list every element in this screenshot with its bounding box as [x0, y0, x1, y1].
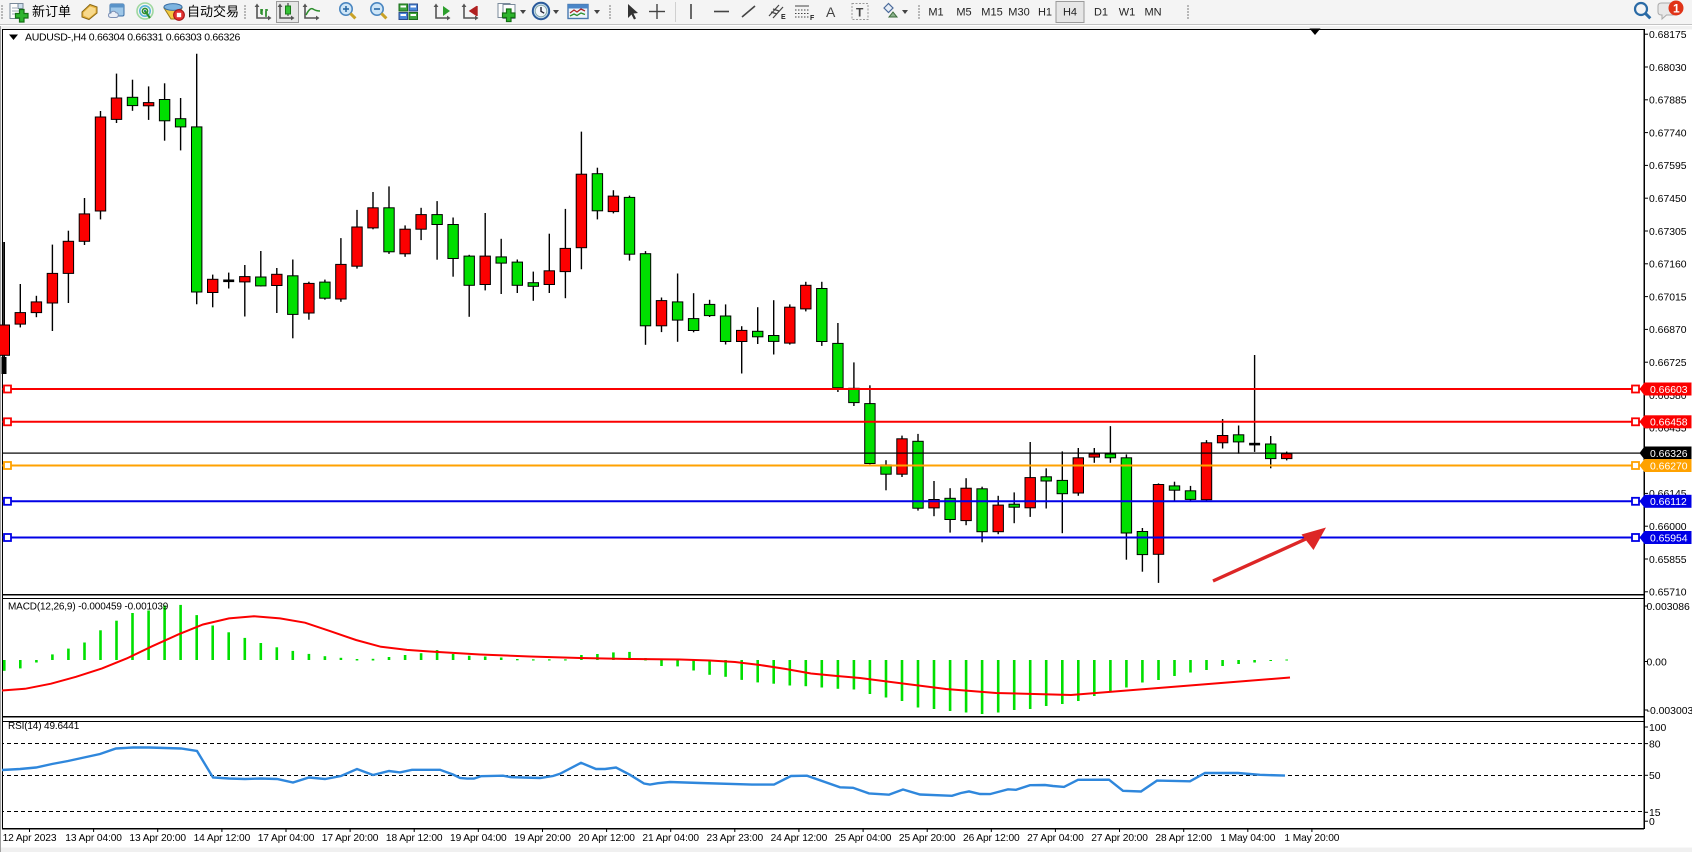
svg-text:MACD(12,26,9) -0.000459 -0.001: MACD(12,26,9) -0.000459 -0.001039 [8, 602, 169, 613]
svg-text:M15: M15 [981, 7, 1002, 19]
svg-text:13 Apr 04:00: 13 Apr 04:00 [65, 833, 122, 844]
svg-text:0.65954: 0.65954 [1650, 533, 1688, 544]
svg-text:H1: H1 [1038, 7, 1052, 19]
svg-text:12 Apr 2023: 12 Apr 2023 [3, 833, 57, 844]
svg-text:100: 100 [1649, 723, 1667, 734]
svg-text:18 Apr 12:00: 18 Apr 12:00 [386, 833, 443, 844]
svg-text:M30: M30 [1008, 7, 1029, 19]
svg-text:23 Apr 23:00: 23 Apr 23:00 [707, 833, 764, 844]
svg-text:0.67740: 0.67740 [1649, 128, 1687, 139]
svg-text:0.00: 0.00 [1647, 657, 1667, 668]
svg-text:0.66270: 0.66270 [1650, 461, 1688, 472]
svg-text:W1: W1 [1119, 7, 1136, 19]
svg-text:14 Apr 12:00: 14 Apr 12:00 [194, 833, 251, 844]
svg-text:1: 1 [1673, 2, 1680, 16]
svg-text:0.68175: 0.68175 [1649, 30, 1687, 41]
svg-text:0.67160: 0.67160 [1649, 260, 1687, 271]
svg-text:RSI(14) 49.6441: RSI(14) 49.6441 [8, 721, 80, 732]
svg-text:-0.003003: -0.003003 [1647, 706, 1692, 717]
svg-text:0.67015: 0.67015 [1649, 292, 1687, 303]
svg-text:28 Apr 12:00: 28 Apr 12:00 [1155, 833, 1212, 844]
svg-text:AUDUSD-,H4 0.66304 0.66331 0.: AUDUSD-,H4 0.66304 0.66331 0.66303 0.663… [25, 32, 241, 44]
svg-text:0.66870: 0.66870 [1649, 325, 1687, 336]
svg-text:1 May 20:00: 1 May 20:00 [1284, 833, 1339, 844]
svg-text:0.66145: 0.66145 [1649, 489, 1687, 500]
svg-text:26 Apr 12:00: 26 Apr 12:00 [963, 833, 1020, 844]
svg-text:F: F [810, 15, 815, 22]
svg-text:0.66458: 0.66458 [1650, 418, 1688, 429]
svg-text:0.66725: 0.66725 [1649, 358, 1687, 369]
svg-text:A: A [826, 4, 836, 20]
svg-text:25 Apr 20:00: 25 Apr 20:00 [899, 833, 956, 844]
svg-text:15: 15 [1649, 808, 1661, 819]
svg-text:19 Apr 20:00: 19 Apr 20:00 [514, 833, 571, 844]
svg-text:25 Apr 04:00: 25 Apr 04:00 [835, 833, 892, 844]
svg-text:0.67305: 0.67305 [1649, 227, 1687, 238]
svg-text:H4: H4 [1063, 7, 1077, 19]
svg-text:自动交易: 自动交易 [187, 4, 239, 19]
svg-text:M1: M1 [928, 7, 943, 19]
svg-text:T: T [856, 6, 864, 20]
svg-text:D1: D1 [1094, 7, 1108, 19]
svg-text:0.68030: 0.68030 [1649, 63, 1687, 74]
svg-text:0.66603: 0.66603 [1650, 385, 1688, 396]
svg-text:50: 50 [1649, 771, 1661, 782]
svg-text:0.67450: 0.67450 [1649, 194, 1687, 205]
svg-text:0.66580: 0.66580 [1649, 391, 1687, 402]
svg-text:0.67885: 0.67885 [1649, 96, 1687, 107]
svg-text:13 Apr 20:00: 13 Apr 20:00 [129, 833, 186, 844]
svg-text:0.66112: 0.66112 [1650, 497, 1687, 508]
svg-text:E: E [781, 14, 786, 21]
svg-text:27 Apr 20:00: 27 Apr 20:00 [1091, 833, 1148, 844]
svg-text:0.66000: 0.66000 [1649, 522, 1687, 533]
svg-text:0: 0 [1649, 817, 1655, 828]
svg-text:1 May 04:00: 1 May 04:00 [1220, 833, 1275, 844]
svg-text:27 Apr 04:00: 27 Apr 04:00 [1027, 833, 1084, 844]
svg-text:0.66326: 0.66326 [1650, 449, 1688, 460]
svg-text:0.65855: 0.65855 [1649, 555, 1687, 566]
svg-text:MN: MN [1144, 7, 1161, 19]
svg-text:新订单: 新订单 [32, 4, 71, 19]
svg-text:M5: M5 [956, 7, 971, 19]
svg-text:80: 80 [1649, 739, 1661, 750]
svg-text:0.003086: 0.003086 [1647, 602, 1691, 613]
svg-text:21 Apr 04:00: 21 Apr 04:00 [642, 833, 699, 844]
svg-text:24 Apr 12:00: 24 Apr 12:00 [771, 833, 828, 844]
svg-text:0.67595: 0.67595 [1649, 161, 1687, 172]
svg-text:17 Apr 20:00: 17 Apr 20:00 [322, 833, 379, 844]
svg-text:0.66435: 0.66435 [1649, 424, 1687, 435]
svg-text:20 Apr 12:00: 20 Apr 12:00 [578, 833, 635, 844]
svg-text:19 Apr 04:00: 19 Apr 04:00 [450, 833, 507, 844]
svg-text:0.65710: 0.65710 [1649, 588, 1687, 599]
svg-text:17 Apr 04:00: 17 Apr 04:00 [258, 833, 315, 844]
